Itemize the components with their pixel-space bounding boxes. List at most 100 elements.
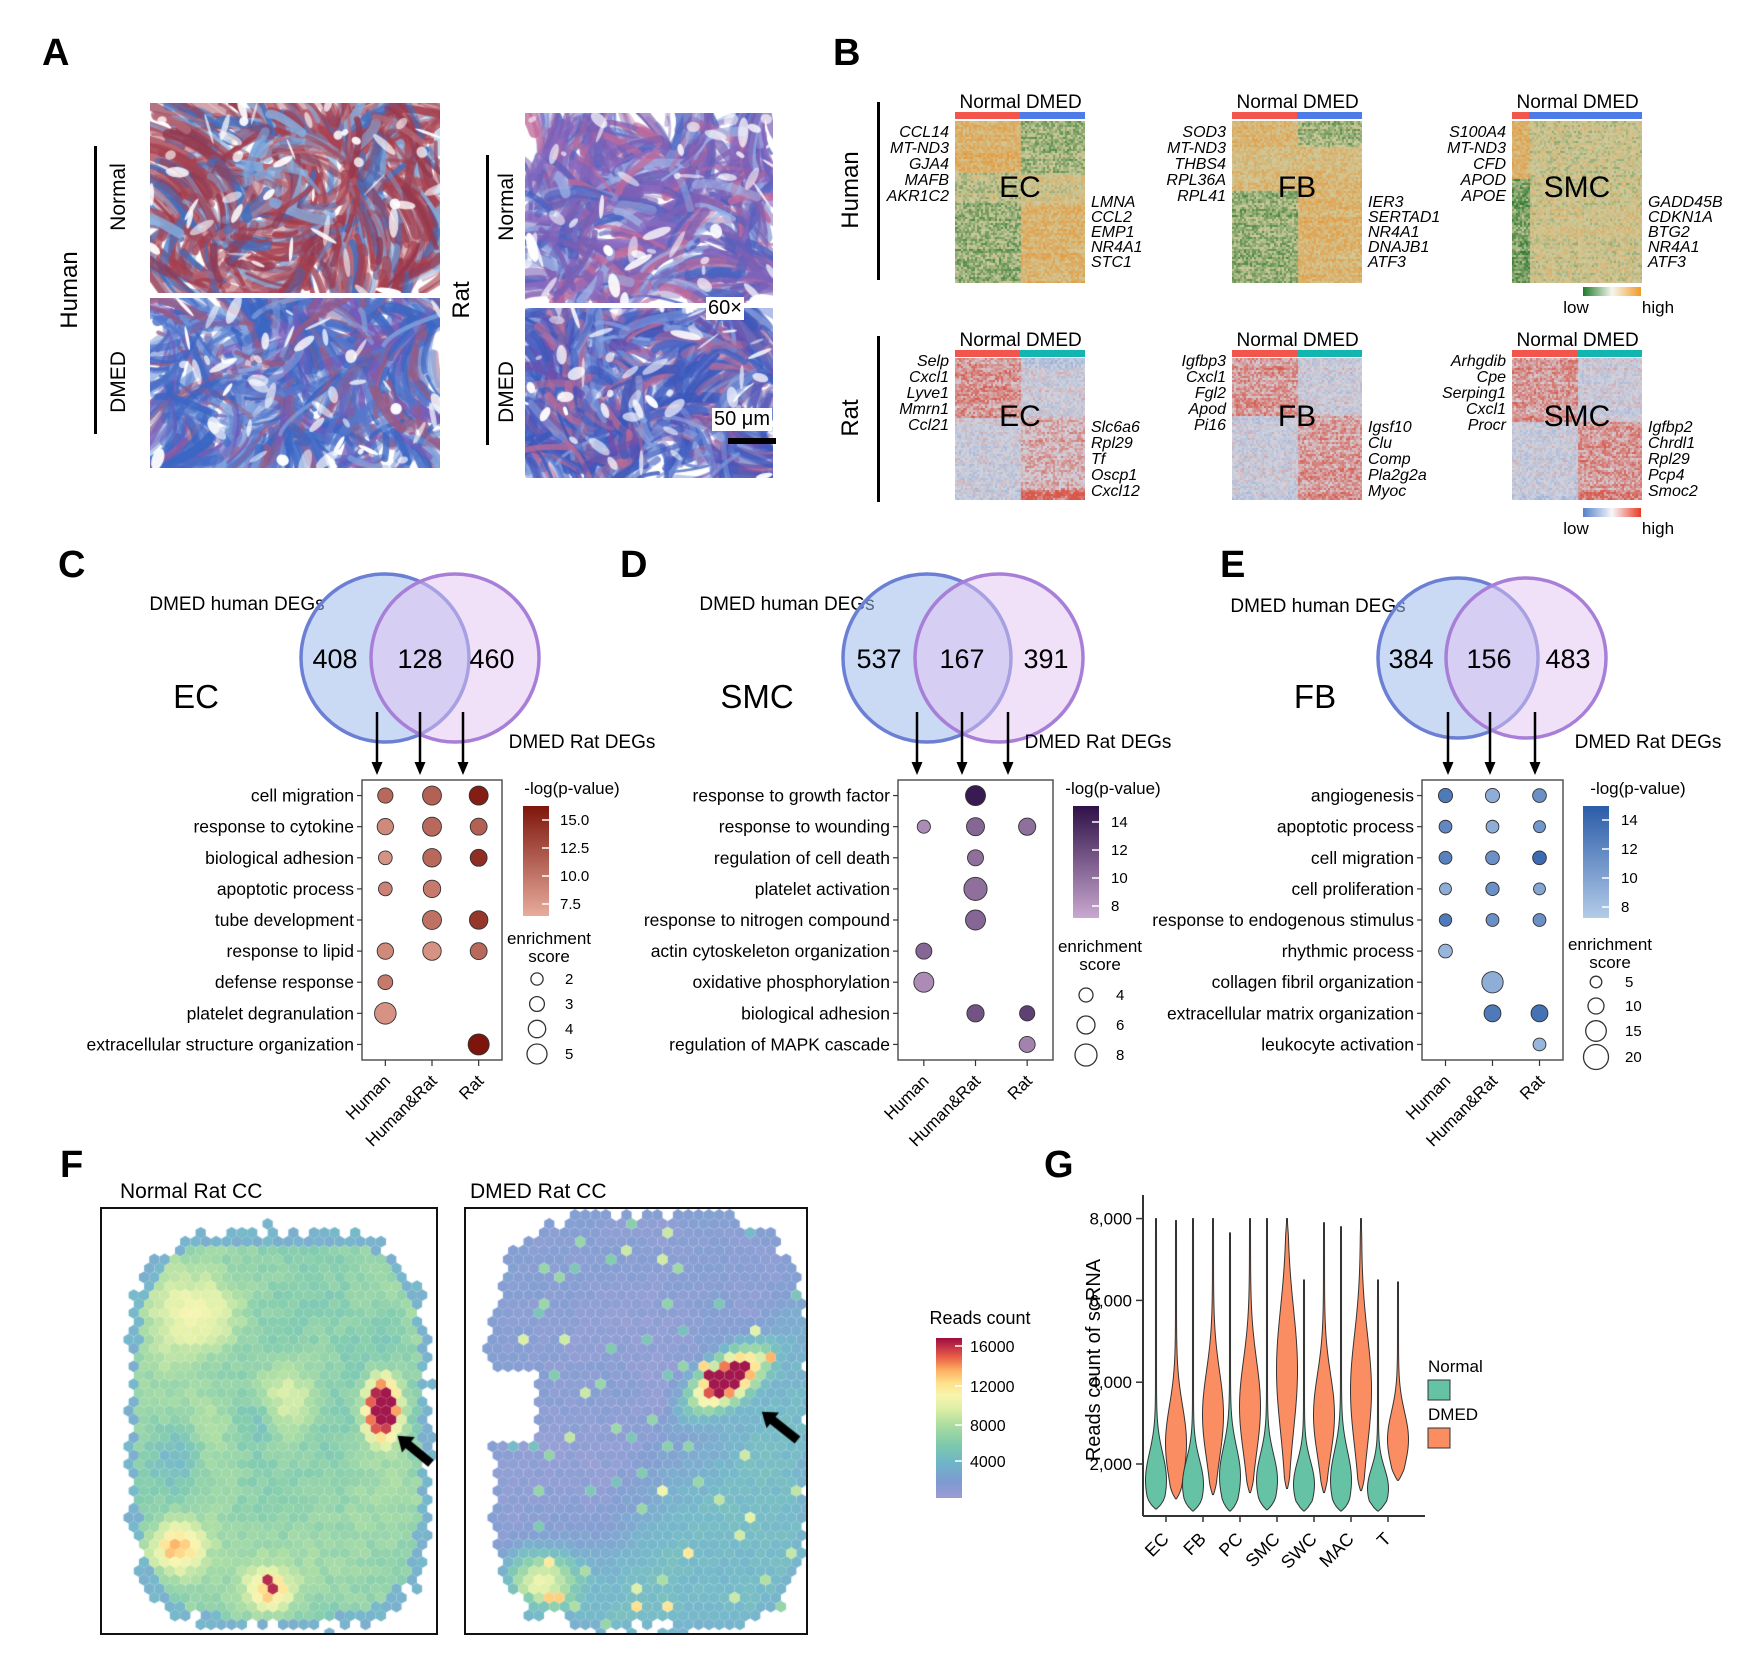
- scalebar-label: 50 μm: [712, 408, 772, 431]
- legend-es-value: 6: [1116, 1017, 1124, 1034]
- legend-es-circle: [526, 1043, 548, 1065]
- dotplot-term-label: rhythmic process: [1282, 941, 1415, 961]
- gene-label-left: MAFB: [904, 172, 949, 189]
- dotplot-term-label: platelet activation: [755, 879, 890, 899]
- dotplot-col-label: Human: [342, 1071, 394, 1123]
- legend-es-value: 20: [1625, 1049, 1642, 1066]
- dotplot-dot: [1530, 1004, 1549, 1023]
- legend-p-tick: 10.0: [560, 868, 589, 885]
- gene-label-left: Igfbp3: [1181, 353, 1226, 370]
- gene-label-left: Cxcl1: [1465, 401, 1506, 418]
- x-tick-label: T: [1373, 1529, 1395, 1551]
- legend-p-tick: 12: [1621, 841, 1638, 858]
- venn-circle-human: [841, 572, 1013, 744]
- legend-es-value: 3: [565, 996, 573, 1013]
- violin-plot: Reads count of scRNA 8,000 6,000 4,000 2,000…: [1083, 1195, 1483, 1573]
- dotplot-term-label: regulation of MAPK cascade: [669, 1034, 890, 1054]
- violin-dmed-t: [1387, 1281, 1409, 1481]
- legend-es-title: score: [1079, 955, 1121, 974]
- dotplot-term-label: cell proliferation: [1291, 879, 1414, 899]
- dotplot-dot: [468, 910, 489, 930]
- gene-label-right: NR4A1: [1648, 239, 1700, 256]
- venn-right-set-label: DMED Rat DEGs: [509, 732, 656, 753]
- venn-circle-rat: [913, 572, 1085, 744]
- celltype-label: FB: [1277, 399, 1317, 433]
- panel-d-label: D: [620, 544, 648, 586]
- dotplot-term-label: regulation of cell death: [714, 848, 890, 868]
- celltype-label: SMC: [1543, 171, 1611, 205]
- legend-p-tick: 12.5: [560, 840, 589, 857]
- strip-normal: [1232, 112, 1297, 119]
- heatmap-header-dmed: DMED: [1582, 92, 1639, 113]
- heatmap-human-smc: [1512, 121, 1642, 283]
- legend-es-value: 8: [1116, 1047, 1124, 1064]
- dotplot-dot: [377, 974, 394, 991]
- spatial-box-dmed: [464, 1207, 808, 1635]
- reads-count-colorbar: Reads count 16000 12000 8000 4000: [929, 1308, 1031, 1498]
- dotplot-term-label: leukocyte activation: [1261, 1034, 1414, 1054]
- dotplot-dot: [469, 817, 488, 836]
- dotplot-dot: [1532, 1037, 1547, 1052]
- gene-label-right: Myoc: [1368, 483, 1407, 500]
- legend-es-title: score: [528, 947, 570, 966]
- strip-dmed: [1297, 112, 1362, 119]
- heatmap-header-normal: Normal: [959, 330, 1021, 351]
- venn-circle-rat: [369, 572, 541, 744]
- dotplot-dot: [1483, 1004, 1502, 1023]
- dotplot-dot: [422, 879, 442, 899]
- venn-circle-rat: [1444, 576, 1608, 740]
- rat-dmed-label: DMED: [495, 361, 518, 423]
- panel-e-label: E: [1220, 544, 1246, 586]
- dotplot-dot: [378, 850, 393, 866]
- dotplot-dot: [915, 942, 933, 960]
- dotplot-dot: [1533, 882, 1546, 896]
- gene-label-left: AKR1C2: [886, 188, 949, 205]
- dotplot-dot: [467, 1033, 490, 1056]
- legend-es-title: enrichment: [1058, 937, 1142, 956]
- legend-es-circle: [1582, 1043, 1610, 1071]
- dotplot-dot: [1438, 913, 1453, 927]
- dotplot-box: [1421, 779, 1564, 1061]
- strip-dmed: [1020, 112, 1085, 119]
- heatmap-header-normal: Normal: [1516, 330, 1578, 351]
- dotplot-dot: [1484, 788, 1501, 804]
- gene-label-right: NR4A1: [1368, 224, 1420, 241]
- dotplot-col-label: Human: [1402, 1071, 1454, 1123]
- dotplot-dot: [422, 941, 442, 961]
- heatmap-colorbar-human: [1583, 287, 1641, 296]
- gene-label-left: Ccl21: [908, 417, 949, 434]
- colorbar-tick: 12000: [970, 1379, 1015, 1396]
- colorbar-gradient: [936, 1338, 962, 1498]
- venn-count-overlap: 128: [397, 644, 442, 674]
- legend-swatch-dmed: [1427, 1427, 1451, 1449]
- dotplot-term-label: response to nitrogen compound: [644, 910, 890, 930]
- dotplot-dot: [1485, 850, 1500, 866]
- legend-es-title: score: [1589, 953, 1631, 972]
- panel-a-label: A: [42, 32, 70, 74]
- legend-p-tick: 10: [1621, 870, 1638, 887]
- strip-normal: [1512, 112, 1529, 119]
- gene-label-left: RPL41: [1177, 188, 1226, 205]
- dotplot-dot: [469, 848, 488, 867]
- dotplot-dot: [966, 817, 985, 837]
- dotplot-dot: [422, 910, 442, 930]
- go-panel-d: DMED human DEGs 537 167 391 SMC DMED Rat DEGs…: [644, 572, 1171, 1150]
- heatmap-header-normal: Normal: [1236, 330, 1298, 351]
- dotplot-dot: [374, 1002, 397, 1025]
- venn-count-human-only: 537: [856, 644, 901, 674]
- gene-label-right: ATF3: [1368, 254, 1406, 271]
- colorbar-low-label: low: [1563, 298, 1589, 317]
- venn-count-overlap: 156: [1466, 644, 1511, 674]
- y-axis-label: Reads count of scRNA: [1083, 1258, 1105, 1461]
- panel-f-label: F: [60, 1144, 84, 1186]
- go-panel-c: DMED human DEGs 408 128 460 EC DMED Rat DEGs c…: [87, 572, 656, 1150]
- y-tick-label: 4,000: [1089, 1373, 1132, 1392]
- dotplot-term-label: cell migration: [1311, 848, 1414, 868]
- violin-dmed-ec: [1164, 1220, 1188, 1500]
- gene-label-left: Cxcl1: [908, 369, 949, 386]
- venn-count-human-only: 408: [312, 644, 357, 674]
- x-tick-label: EC: [1141, 1529, 1173, 1561]
- gene-label-right: LMNA: [1091, 194, 1136, 211]
- dotplot-term-label: response to wounding: [719, 817, 890, 837]
- strip-normal: [955, 350, 1020, 357]
